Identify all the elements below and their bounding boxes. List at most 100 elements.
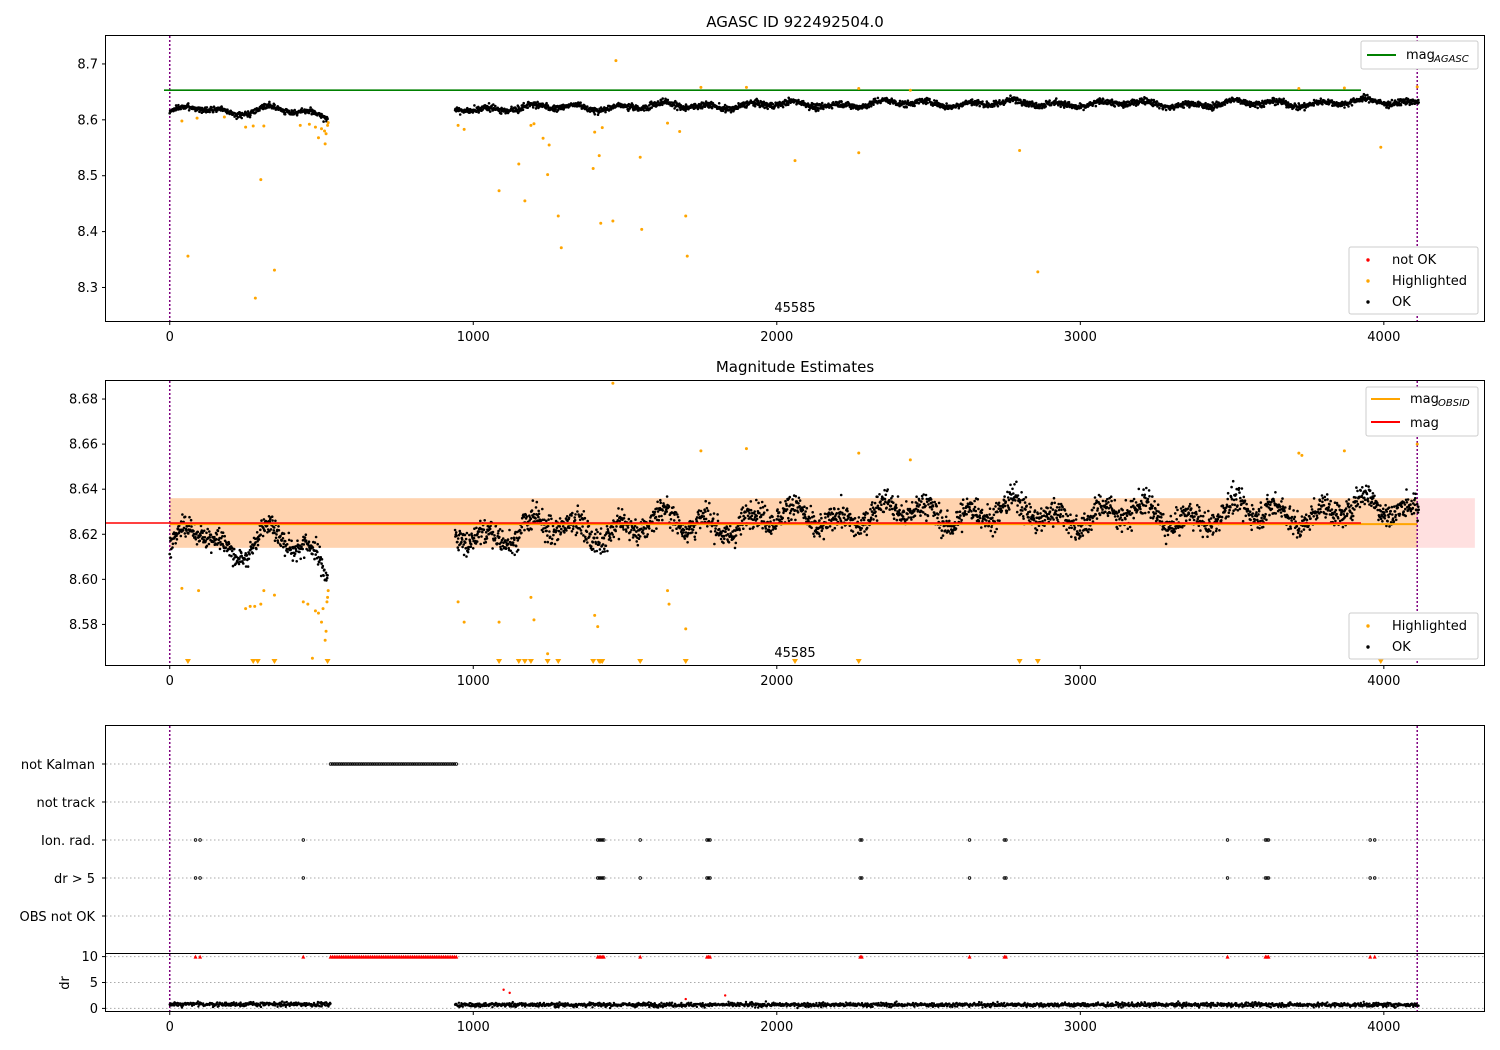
- ok-point: [255, 547, 258, 551]
- ok-point: [623, 513, 626, 517]
- ok-point: [927, 503, 930, 506]
- highlighted-point: [326, 121, 330, 125]
- panel-1-legend-upper: mag AGASC: [1360, 40, 1479, 70]
- ok-point: [766, 508, 769, 512]
- ok-point: [1100, 504, 1103, 508]
- ok-point: [762, 511, 766, 514]
- ok-point: [583, 516, 587, 520]
- ok-point: [282, 545, 285, 549]
- ok-point: [277, 525, 280, 528]
- ok-point: [898, 508, 901, 512]
- ok-point: [465, 531, 469, 535]
- ok-point: [601, 543, 605, 546]
- ok-point: [926, 514, 930, 518]
- ok-point: [771, 102, 775, 106]
- ok-point: [679, 108, 682, 111]
- ok-point: [913, 104, 916, 108]
- ok-point: [869, 104, 873, 108]
- ok-point: [586, 519, 589, 523]
- ok-point: [906, 99, 910, 102]
- ok-point: [224, 546, 228, 549]
- ok-point: [454, 531, 458, 534]
- ok-point: [865, 526, 869, 530]
- highlighted-point: [195, 116, 199, 120]
- ok-point: [888, 508, 891, 511]
- ok-point: [835, 512, 839, 515]
- ok-point: [189, 518, 193, 522]
- ok-point: [187, 532, 190, 535]
- ok-point: [625, 530, 628, 533]
- ok-point: [548, 535, 552, 539]
- ok-point: [820, 529, 824, 533]
- ok-point: [549, 514, 552, 517]
- ok-point: [1399, 103, 1403, 107]
- ok-point: [269, 528, 273, 531]
- ok-point: [965, 497, 969, 501]
- ok-point: [666, 98, 670, 102]
- highlighted-point: [744, 85, 748, 89]
- highlighted-point: [591, 166, 595, 170]
- ok-point: [226, 108, 229, 111]
- ok-point: [591, 547, 595, 551]
- ok-point: [883, 488, 886, 492]
- ok-point: [546, 540, 550, 544]
- ok-point: [706, 509, 710, 512]
- ok-point: [792, 504, 795, 507]
- panel-1-obsid-annotation: 45585: [774, 301, 815, 316]
- ok-point: [316, 563, 320, 566]
- ok-point: [608, 536, 612, 540]
- ok-point: [843, 513, 846, 516]
- ok-point: [574, 513, 577, 516]
- ok-point: [213, 535, 216, 539]
- ok-point: [579, 101, 582, 104]
- ok-point: [704, 510, 707, 513]
- ok-point: [652, 529, 656, 533]
- ok-point: [1098, 502, 1101, 506]
- ok-point: [1004, 500, 1008, 504]
- ok-point: [1066, 514, 1070, 518]
- legend-ok-marker: [1366, 300, 1370, 304]
- ok-point: [251, 552, 255, 555]
- ok-point: [534, 517, 537, 520]
- ok-point: [602, 536, 606, 540]
- ok-point: [980, 508, 984, 512]
- ok-point: [797, 98, 800, 102]
- ok-point: [830, 106, 834, 110]
- ok-point: [676, 531, 679, 535]
- ok-point: [1051, 525, 1055, 528]
- ok-point: [171, 542, 175, 546]
- ok-point: [837, 507, 840, 511]
- ok-point: [550, 537, 554, 541]
- ok-point: [907, 516, 910, 519]
- ok-point: [693, 535, 696, 539]
- ok-point: [208, 535, 211, 539]
- ok-point: [803, 505, 806, 509]
- ok-point: [1049, 518, 1052, 521]
- ok-point: [910, 518, 913, 521]
- ok-point: [1347, 105, 1350, 108]
- ok-point: [794, 495, 798, 498]
- ok-point: [763, 504, 767, 508]
- ok-point: [717, 102, 721, 105]
- ok-point: [537, 512, 541, 516]
- ok-point: [659, 501, 662, 505]
- ok-point: [722, 534, 726, 538]
- ok-point: [217, 526, 221, 530]
- ok-point: [617, 507, 620, 510]
- ok-point: [1182, 106, 1186, 109]
- ok-point: [595, 528, 598, 531]
- ok-point: [901, 515, 905, 518]
- ok-point: [627, 517, 631, 521]
- ok-point: [793, 509, 797, 512]
- ok-point: [970, 502, 974, 506]
- ok-point: [973, 499, 976, 503]
- ok-point: [272, 529, 276, 532]
- ok-point: [496, 532, 500, 535]
- ok-point: [929, 498, 933, 501]
- ok-point: [785, 504, 788, 507]
- ok-point: [274, 519, 277, 523]
- ok-point: [939, 509, 943, 512]
- ok-point: [785, 508, 789, 511]
- ok-point: [766, 107, 769, 111]
- ok-point: [614, 529, 617, 533]
